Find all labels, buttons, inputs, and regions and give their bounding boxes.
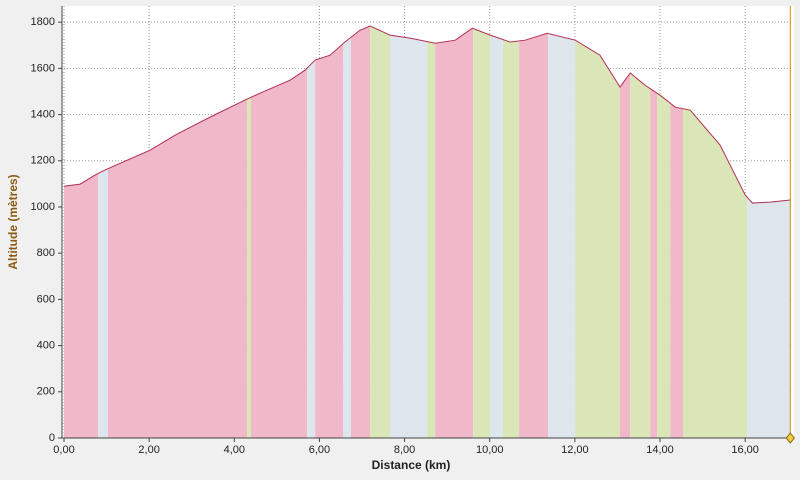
band bbox=[370, 26, 391, 438]
y-tick-label: 400 bbox=[37, 339, 55, 351]
x-tick-label: 0,00 bbox=[53, 444, 74, 456]
y-tick-label: 1200 bbox=[31, 155, 55, 167]
x-tick-label: 2,00 bbox=[138, 444, 159, 456]
band bbox=[350, 26, 371, 438]
layer: 0 200 400 600 800 1000 1200 1400 1600 1800 0,00 2,0… bbox=[31, 6, 795, 456]
y-tick-label: 1000 bbox=[31, 201, 55, 213]
band bbox=[315, 26, 344, 438]
x-tick-label: 4,00 bbox=[224, 444, 245, 456]
band bbox=[502, 26, 520, 438]
band bbox=[390, 26, 428, 438]
band bbox=[307, 26, 316, 438]
y-axis-title: Altitude (mètres) bbox=[6, 174, 20, 269]
band bbox=[473, 26, 491, 438]
x-tick-label: 12,00 bbox=[561, 444, 589, 456]
y-tick-label: 800 bbox=[37, 247, 55, 259]
band bbox=[620, 26, 631, 438]
band bbox=[343, 26, 351, 438]
band bbox=[490, 26, 503, 438]
band bbox=[435, 26, 474, 438]
band bbox=[427, 26, 436, 438]
y-tick-label: 1800 bbox=[31, 16, 55, 28]
x-tick-label: 6,00 bbox=[309, 444, 330, 456]
x-tick-label: 10,00 bbox=[476, 444, 504, 456]
y-tick-label: 600 bbox=[37, 293, 55, 305]
band bbox=[247, 26, 251, 438]
x-tick-label: 8,00 bbox=[394, 444, 415, 456]
x-tick-label: 16,00 bbox=[731, 444, 759, 456]
band bbox=[519, 26, 549, 438]
y-tick-label: 1400 bbox=[31, 108, 55, 120]
profile-line bbox=[63, 25, 791, 204]
cursor-handle bbox=[785, 432, 795, 444]
band bbox=[575, 26, 621, 438]
y-tick-label: 0 bbox=[49, 432, 55, 444]
band bbox=[650, 26, 658, 438]
band bbox=[630, 26, 651, 438]
y-tick-label: 1600 bbox=[31, 62, 55, 74]
band bbox=[670, 26, 684, 438]
x-tick-label: 14,00 bbox=[646, 444, 674, 456]
band bbox=[548, 26, 576, 438]
band bbox=[250, 26, 308, 438]
x-axis-title: Distance (km) bbox=[372, 458, 451, 472]
y-tick-label: 200 bbox=[37, 386, 55, 398]
band bbox=[98, 26, 108, 438]
band bbox=[657, 26, 671, 438]
